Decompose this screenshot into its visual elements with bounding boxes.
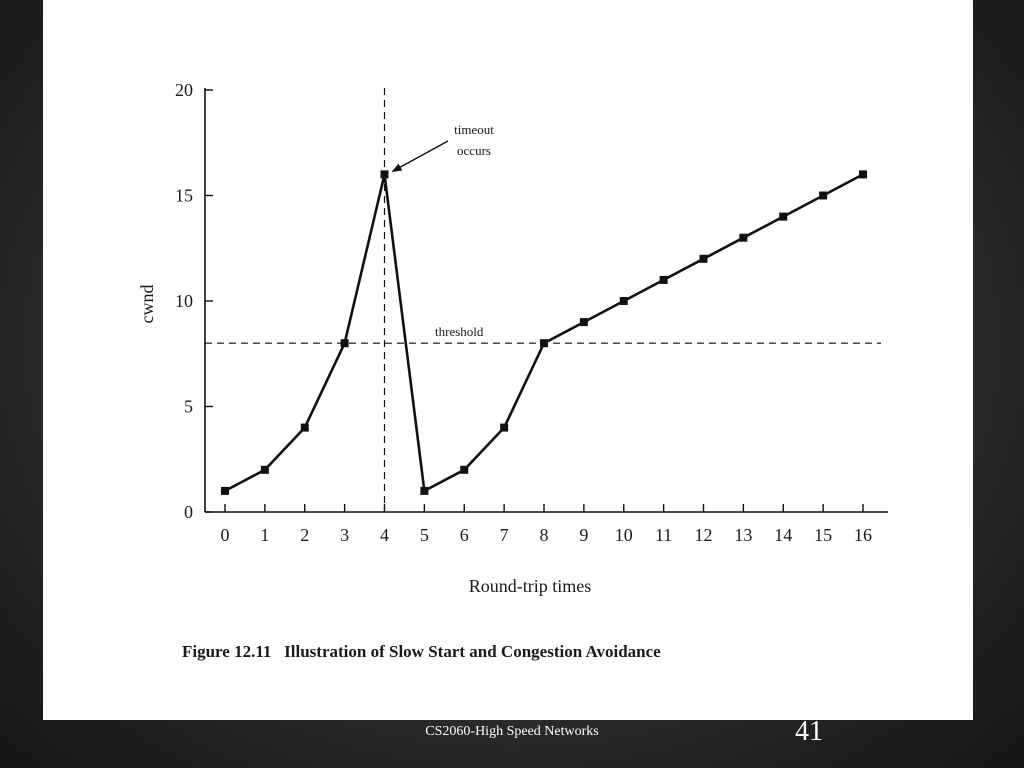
x-tick-label: 15 xyxy=(814,525,832,545)
data-point xyxy=(460,465,469,474)
y-tick-label: 5 xyxy=(184,397,193,417)
x-tick-label: 10 xyxy=(615,525,633,545)
x-tick-label: 8 xyxy=(540,525,549,545)
data-point xyxy=(739,233,748,242)
x-tick-label: 9 xyxy=(579,525,588,545)
y-tick-label: 0 xyxy=(184,502,193,522)
x-tick-label: 16 xyxy=(854,525,872,545)
x-tick-label: 4 xyxy=(380,525,389,545)
series-cwnd xyxy=(221,170,867,495)
figure-caption: Figure 12.11 Illustration of Slow Start … xyxy=(182,642,661,661)
data-point xyxy=(380,170,389,179)
x-tick-label: 3 xyxy=(340,525,349,545)
y-tick-label: 15 xyxy=(175,186,193,206)
data-point xyxy=(579,318,588,327)
threshold-label: threshold xyxy=(435,324,484,339)
labels: Round-trip times cwnd threshold timeout … xyxy=(137,122,661,661)
data-point xyxy=(221,486,229,495)
data-point xyxy=(540,339,548,348)
x-tick-label: 7 xyxy=(500,525,509,545)
data-point xyxy=(420,486,429,495)
data-point xyxy=(260,465,269,474)
x-tick-label: 6 xyxy=(460,525,469,545)
data-point xyxy=(659,275,668,284)
x-tick-label: 2 xyxy=(300,525,309,545)
data-point xyxy=(699,254,708,263)
x-tick-label: 1 xyxy=(260,525,269,545)
series-line xyxy=(224,173,864,493)
data-point xyxy=(500,423,509,432)
y-tick-label: 20 xyxy=(175,80,193,100)
y-axis-title: cwnd xyxy=(137,285,157,324)
x-axis-title: Round-trip times xyxy=(469,576,592,596)
slide-footer: CS2060-High Speed Networks xyxy=(425,724,599,739)
x-tick-label: 13 xyxy=(734,525,752,545)
data-point xyxy=(340,339,349,348)
slide-number: 41 xyxy=(795,716,823,747)
timeout-label-line2: occurs xyxy=(457,143,491,158)
data-point xyxy=(819,191,828,200)
data-point xyxy=(300,423,309,432)
y-tick-label: 10 xyxy=(175,291,193,311)
data-point xyxy=(859,170,867,179)
timeout-arrow xyxy=(391,140,449,173)
x-tick-label: 12 xyxy=(695,525,713,545)
x-tick-label: 14 xyxy=(774,525,792,545)
x-tick-label: 0 xyxy=(221,525,230,545)
x-tick-label: 11 xyxy=(655,525,672,545)
timeout-label-line1: timeout xyxy=(454,122,494,137)
data-point xyxy=(779,212,788,221)
x-tick-label: 5 xyxy=(420,525,429,545)
slide-content: 0 1 2 3 4 5 6 7 8 9 10 11 12 13 14 15 16 0 5 10 15 20 Round-t… xyxy=(43,0,973,720)
reference-lines xyxy=(205,88,881,512)
data-point xyxy=(619,297,628,305)
